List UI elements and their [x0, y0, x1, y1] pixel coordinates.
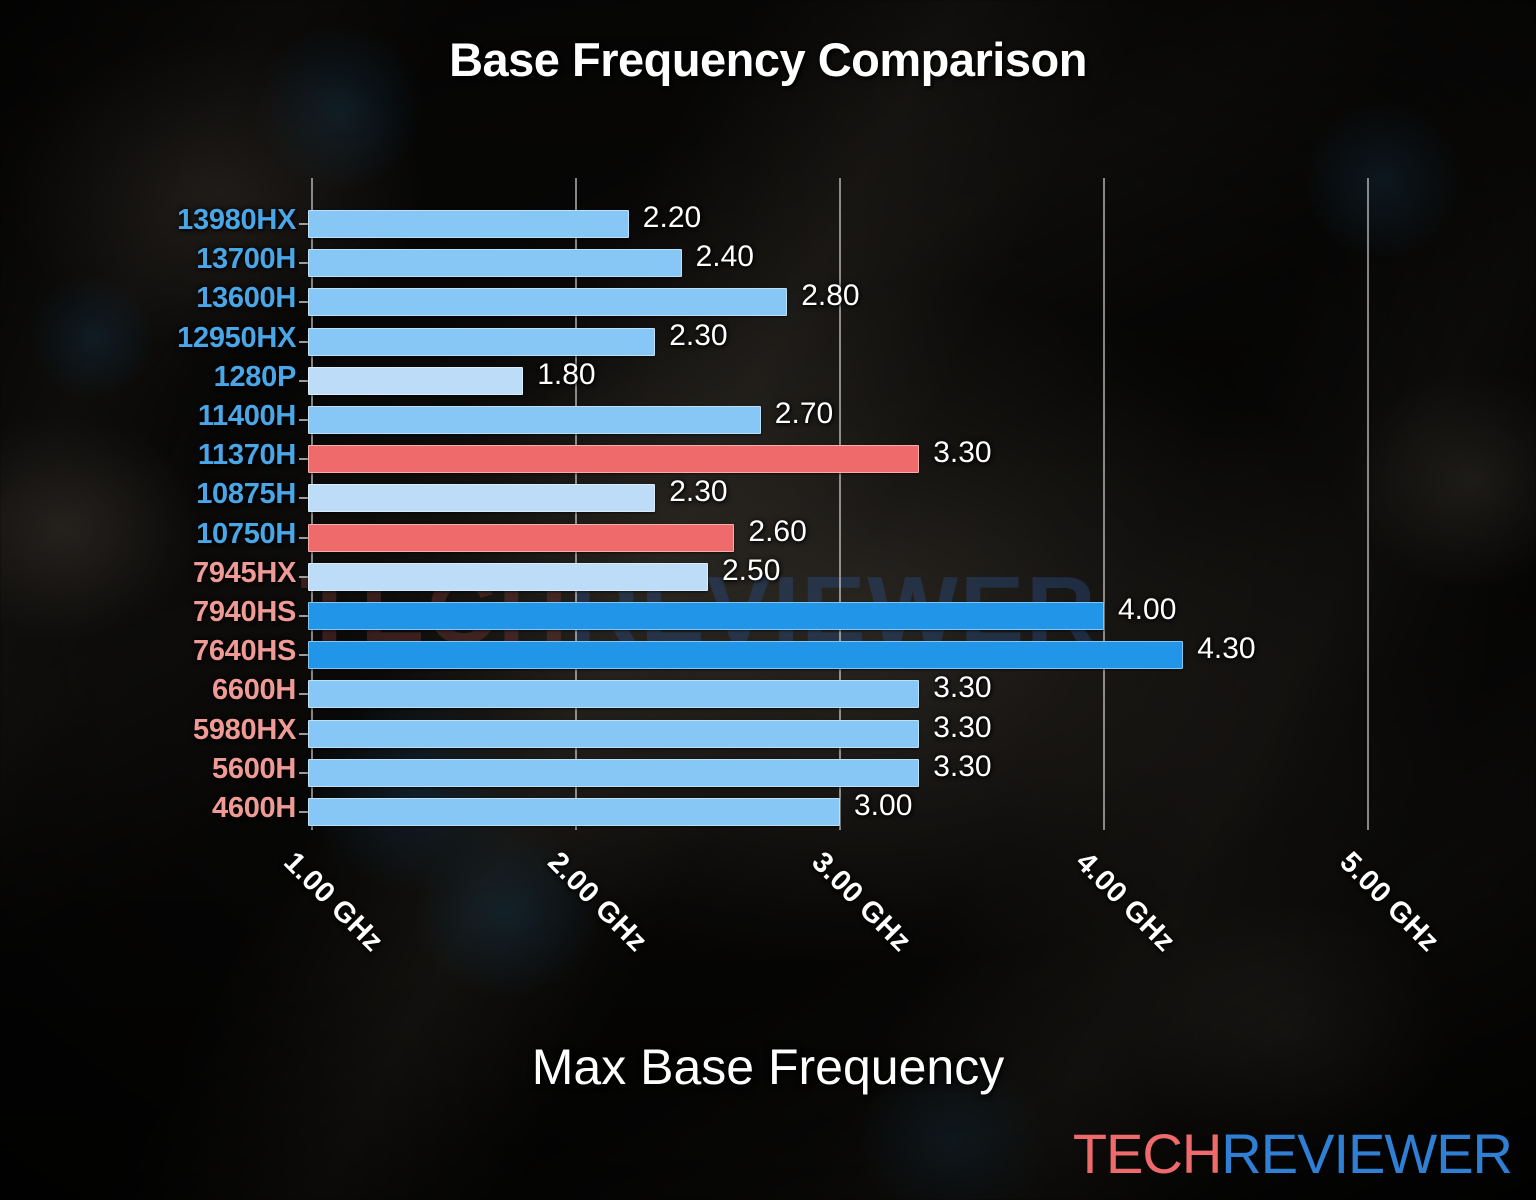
- y-axis-tick: [299, 771, 308, 774]
- category-label-13700h: 13700H: [196, 243, 296, 276]
- value-label-1280p: 1.80: [537, 357, 596, 391]
- y-axis-tick: [299, 340, 308, 343]
- value-label-11370h: 3.30: [933, 436, 992, 470]
- x-axis-label: Max Base Frequency: [531, 1039, 1005, 1095]
- bar-11370h[interactable]: [308, 445, 920, 474]
- category-label-4600h: 4600H: [212, 792, 296, 824]
- category-label-12950hx: 12950HX: [177, 321, 296, 354]
- gridline-5-00-ghz: [1367, 178, 1369, 830]
- value-label-12950hx: 2.30: [669, 318, 728, 352]
- x-tick-label: 2.00 GHz: [541, 846, 654, 959]
- brand-logo: TECHREVIEWER: [1072, 1121, 1513, 1186]
- bar-1280p[interactable]: [308, 366, 524, 395]
- bar-13980hx[interactable]: [308, 210, 629, 238]
- value-label-7640hs: 4.30: [1197, 632, 1256, 666]
- bar-13700h[interactable]: [308, 249, 682, 278]
- category-label-13600h: 13600H: [196, 282, 296, 315]
- category-label-7640hs: 7640HS: [193, 635, 296, 668]
- x-tick-label: 3.00 GHz: [805, 846, 918, 959]
- value-label-13600h: 2.80: [801, 279, 860, 313]
- logo-tech-text: TECH: [1072, 1122, 1222, 1185]
- value-label-10750h: 2.60: [748, 514, 807, 548]
- y-axis-tick: [299, 536, 308, 539]
- x-tick-label: 4.00 GHz: [1069, 846, 1182, 959]
- value-label-7945hx: 2.50: [722, 553, 781, 587]
- y-axis-tick: [299, 693, 308, 696]
- bar-10750h[interactable]: [308, 523, 735, 552]
- x-tick-label: 5.00 GHz: [1333, 846, 1446, 959]
- gridline-3-00-ghz: [839, 178, 841, 830]
- category-label-5980hx: 5980HX: [193, 713, 296, 746]
- value-label-13980hx: 2.20: [642, 201, 702, 234]
- bar-4600h[interactable]: [308, 798, 840, 826]
- y-axis-tick: [299, 223, 308, 225]
- y-axis-tick: [299, 262, 308, 265]
- bar-13600h[interactable]: [308, 288, 788, 317]
- value-label-6600h: 3.30: [933, 671, 992, 705]
- bar-5980hx[interactable]: [308, 719, 920, 748]
- y-axis-tick: [299, 811, 308, 813]
- category-label-7940hs: 7940HS: [193, 596, 296, 628]
- category-label-1280p: 1280P: [213, 360, 297, 393]
- y-axis-tick: [299, 732, 308, 735]
- value-label-5980hx: 3.30: [933, 710, 992, 744]
- category-label-10750h: 10750H: [196, 517, 296, 550]
- bar-11400h[interactable]: [308, 406, 761, 434]
- value-label-11400h: 2.70: [774, 397, 834, 430]
- bar-7945hx[interactable]: [308, 562, 708, 591]
- category-label-7945hx: 7945HX: [193, 556, 296, 589]
- category-label-6600h: 6600H: [212, 674, 296, 707]
- y-axis-tick: [299, 575, 308, 578]
- y-axis-tick: [299, 379, 308, 382]
- chart-title: Base Frequency Comparison: [449, 33, 1087, 86]
- gridline-4-00-ghz: [1103, 178, 1105, 830]
- logo-reviewer-text: REVIEWER: [1221, 1122, 1513, 1185]
- bar-12950hx[interactable]: [308, 327, 656, 356]
- value-label-5600h: 3.30: [933, 749, 992, 783]
- bar-5600h[interactable]: [308, 758, 920, 787]
- bar-7940hs[interactable]: [308, 602, 1104, 630]
- category-label-11370h: 11370H: [197, 439, 296, 472]
- bar-10875h[interactable]: [308, 484, 656, 513]
- value-label-13700h: 2.40: [695, 240, 754, 274]
- y-axis-tick: [299, 497, 308, 500]
- category-label-5600h: 5600H: [212, 752, 296, 785]
- y-axis-tick: [299, 458, 308, 461]
- y-axis-tick: [299, 301, 308, 304]
- category-label-10875h: 10875H: [196, 478, 296, 511]
- bar-7640hs[interactable]: [308, 641, 1184, 670]
- category-label-11400h: 11400H: [197, 400, 296, 432]
- x-tick-label: 1.00 GHz: [277, 846, 390, 959]
- y-axis-tick: [299, 419, 308, 421]
- category-label-13980hx: 13980HX: [177, 204, 296, 236]
- value-label-7940hs: 4.00: [1118, 593, 1177, 626]
- value-label-4600h: 3.00: [854, 789, 913, 822]
- y-axis-tick: [299, 654, 308, 657]
- bar-6600h[interactable]: [308, 680, 920, 709]
- value-label-10875h: 2.30: [669, 475, 728, 509]
- y-axis-tick: [299, 615, 308, 617]
